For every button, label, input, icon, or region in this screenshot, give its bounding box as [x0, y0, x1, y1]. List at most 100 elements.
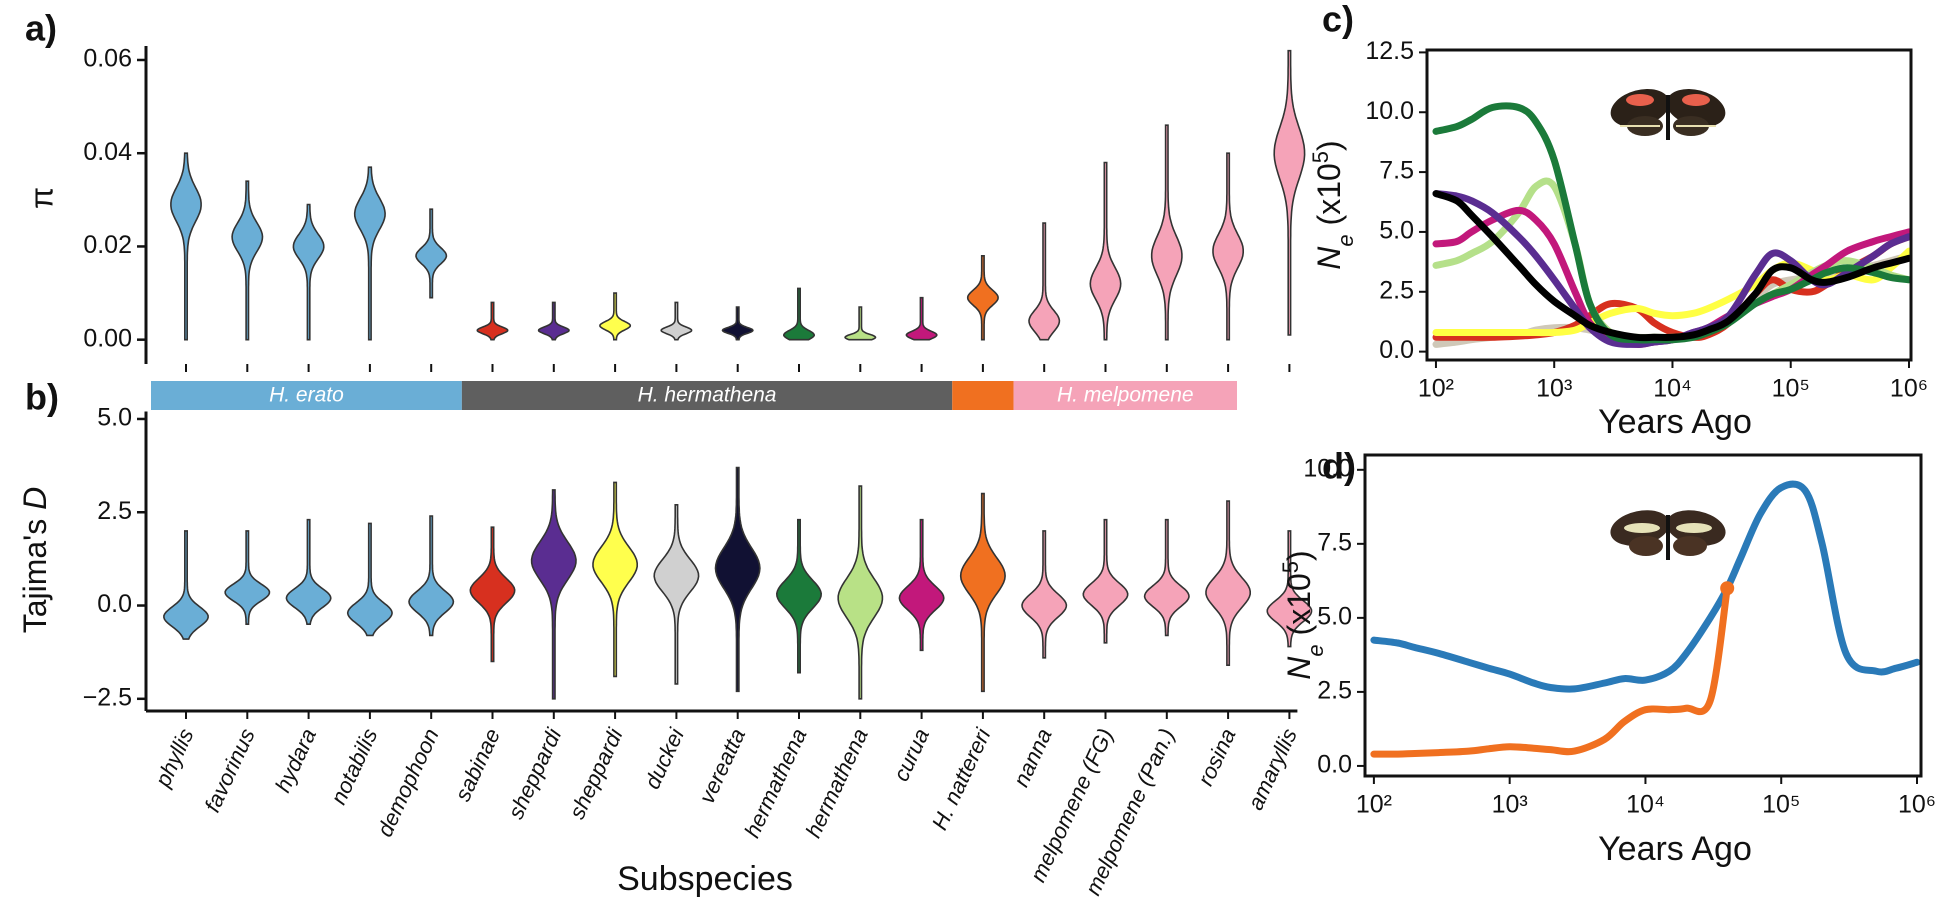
violin	[537, 301, 570, 341]
y-axis-label-part: (x10	[1281, 573, 1317, 644]
violin	[469, 526, 516, 663]
violin	[653, 504, 700, 685]
y-axis-label: Ne (x105)	[1308, 140, 1358, 269]
x-tick-label: 10⁴	[1626, 791, 1665, 819]
violin	[898, 518, 945, 652]
x-tick-label: 10⁵	[1772, 375, 1810, 403]
y-axis-label-part: e	[1303, 644, 1328, 656]
violin	[476, 301, 509, 341]
y-tick-label: 2.5	[97, 497, 132, 525]
violin	[353, 166, 386, 341]
violin	[837, 485, 884, 700]
y-tick-label: 0.0	[1379, 336, 1414, 364]
x-tick-label: 10²	[1418, 375, 1454, 403]
y-axis-label-part: D	[17, 487, 53, 510]
group-bar	[1013, 381, 1237, 410]
y-axis-label-part: 5	[1278, 561, 1303, 573]
plot-frame	[1363, 453, 1923, 778]
y-axis-label-part: 5	[1308, 151, 1333, 163]
x-tick-label: 10²	[1356, 791, 1392, 819]
violin	[530, 489, 577, 700]
panel-label: a)	[25, 8, 57, 49]
y-axis-label: π	[23, 187, 59, 209]
y-tick-label: 7.5	[1379, 157, 1414, 185]
violin	[714, 466, 761, 693]
x-tick-label: 10⁴	[1653, 375, 1692, 403]
y-tick-label: 2.5	[1317, 677, 1352, 705]
y-axis-label-part: N	[1311, 246, 1347, 270]
line	[1370, 480, 1921, 693]
x-tick-label: duckei	[639, 724, 689, 793]
x-tick-label: hermathena	[801, 725, 873, 842]
violin	[905, 296, 938, 341]
violin	[408, 515, 455, 637]
y-axis-label-part: )	[1281, 550, 1317, 561]
x-tick-label: 10⁶	[1890, 375, 1928, 403]
y-tick-label: 10.0	[1303, 454, 1352, 482]
panel-label: b)	[25, 377, 59, 418]
y-tick-label: 7.5	[1317, 528, 1352, 556]
panel-label: c)	[1322, 0, 1354, 40]
x-axis-label: Years Ago	[1598, 403, 1752, 441]
y-tick-label: 0.0	[1317, 751, 1352, 779]
y-tick-label: 2.5	[1379, 276, 1414, 304]
x-tick-label: demophoon	[372, 725, 444, 841]
violin	[721, 306, 754, 341]
x-tick-label: sheppardi	[564, 724, 628, 823]
group-label: H. hermathena	[638, 384, 777, 407]
violin	[285, 518, 332, 625]
plot-frame	[1425, 48, 1913, 362]
x-tick-label: nanna	[1008, 725, 1057, 791]
butterfly-icon	[1610, 88, 1726, 140]
violin	[1028, 222, 1061, 341]
y-tick-label: 5.0	[1317, 602, 1352, 630]
group-label: H. erato	[269, 384, 344, 407]
violin	[1089, 161, 1122, 341]
y-tick-label: −2.5	[83, 683, 132, 711]
y-tick-label: 0.06	[83, 45, 132, 73]
x-tick-label: phyllis	[150, 725, 199, 792]
violin	[1082, 518, 1129, 644]
x-tick-label: hydara	[270, 725, 321, 797]
x-tick-label: 10³	[1536, 375, 1572, 403]
violin	[844, 306, 877, 341]
x-tick-label: hermathena	[739, 725, 811, 842]
violin	[1143, 518, 1190, 637]
y-axis-label-part: (x10	[1311, 163, 1347, 234]
y-tick-label: 5.0	[97, 404, 132, 432]
x-tick-label: amaryllis	[1243, 725, 1302, 814]
group-bar	[952, 381, 1014, 410]
y-tick-label: 0.02	[83, 231, 132, 259]
x-tick-label: notabilis	[326, 725, 383, 809]
violin	[599, 292, 632, 341]
violin	[959, 492, 1006, 693]
violin	[170, 152, 202, 341]
violin	[231, 180, 264, 341]
violin	[1150, 124, 1183, 341]
y-axis-label-part: e	[1333, 234, 1358, 246]
x-tick-label: H. nattereri	[927, 724, 996, 834]
y-tick-label: 12.5	[1365, 37, 1414, 65]
x-tick-label: 10⁶	[1898, 791, 1936, 819]
y-axis-label-part: N	[1281, 656, 1317, 680]
group-label: H. melpomene	[1057, 384, 1194, 407]
y-axis-label: Tajima's D	[17, 487, 53, 634]
y-axis-label: Ne (x105)	[1278, 550, 1328, 679]
x-tick-label: 10⁵	[1762, 791, 1800, 819]
end-marker	[1720, 581, 1735, 596]
violin	[1212, 152, 1244, 341]
group-bar	[461, 381, 953, 410]
x-tick-label: vereatta	[694, 725, 750, 808]
x-axis-label: Subspecies	[617, 860, 793, 898]
y-tick-label: 0.00	[83, 324, 132, 352]
violin	[292, 203, 325, 341]
violin	[346, 522, 393, 637]
x-tick-label: sabinae	[450, 725, 505, 805]
violin	[1266, 530, 1313, 648]
violin	[660, 301, 693, 341]
x-tick-label: 10³	[1492, 791, 1528, 819]
y-axis-label-part: )	[1311, 140, 1347, 151]
y-tick-label: 0.04	[83, 138, 132, 166]
violin	[592, 481, 638, 678]
